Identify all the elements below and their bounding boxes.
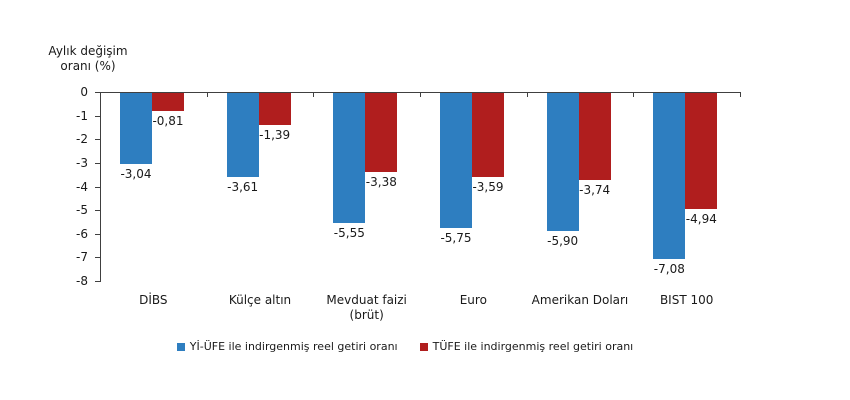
bar-series-tufe-6 bbox=[685, 92, 718, 209]
x-axis-tick bbox=[740, 93, 741, 97]
bar-series-tufe-1 bbox=[152, 92, 184, 112]
y-axis-tick-label: -6 bbox=[76, 226, 88, 241]
legend: Yİ-ÜFE ile indirgenmiş reel getiri oranı… bbox=[0, 340, 810, 354]
legend-item-yiufe: Yİ-ÜFE ile indirgenmiş reel getiri oranı bbox=[176, 340, 398, 354]
y-axis-tick-label: -4 bbox=[76, 179, 88, 194]
bar-value-label: -5,55 bbox=[333, 226, 365, 241]
bar-value-label: -3,04 bbox=[120, 166, 152, 181]
y-axis-tick bbox=[95, 139, 100, 141]
y-axis-tick bbox=[95, 281, 100, 282]
legend-swatch-tufe-icon bbox=[419, 343, 428, 351]
x-axis-tick bbox=[206, 93, 208, 97]
bar-series-tufe-2 bbox=[258, 92, 291, 125]
y-axis-tick-label: -1 bbox=[76, 108, 88, 123]
bar-value-label: -5,90 bbox=[547, 234, 579, 249]
y-axis-title: Aylık değişim oranı (%) bbox=[48, 44, 128, 73]
legend-swatch-yiufe-icon bbox=[176, 343, 185, 351]
bar-value-label: -1,39 bbox=[259, 127, 291, 142]
bar-value-label: -4,94 bbox=[685, 211, 717, 226]
plot-area: 0 -1 -2 -3 -4 -5 -6 -7 -8 -3,04 -0,81 DİBS -3,61 -1,3… bbox=[76, 85, 741, 322]
bar-value-label: -0,81 bbox=[152, 114, 184, 129]
y-axis-tick-label: -8 bbox=[76, 274, 88, 288]
y-axis-tick bbox=[95, 162, 100, 164]
bar-value-label: -3,59 bbox=[472, 179, 504, 194]
x-axis-tick bbox=[526, 93, 528, 97]
bar-series-tufe-3 bbox=[365, 92, 398, 172]
bar-value-label: -3,61 bbox=[227, 180, 259, 195]
bar-value-label: -7,08 bbox=[653, 262, 685, 277]
x-axis-line bbox=[100, 92, 741, 93]
y-axis-tick bbox=[95, 92, 100, 93]
bar-series-yiufe-6 bbox=[653, 92, 686, 260]
y-axis-tick bbox=[95, 233, 100, 235]
category-label-1: DİBS bbox=[139, 293, 168, 307]
category-label-6: BIST 100 bbox=[659, 293, 714, 307]
legend-label-tufe: TÜFE ile indirgenmiş reel getiri oranı bbox=[432, 340, 634, 353]
x-axis-tick bbox=[313, 93, 315, 97]
x-axis-tick bbox=[633, 93, 635, 97]
y-axis-tick-label: -2 bbox=[76, 132, 88, 147]
legend-label-yiufe: Yİ-ÜFE ile indirgenmiş reel getiri oranı bbox=[189, 340, 398, 353]
y-axis-tick bbox=[95, 257, 100, 259]
category-label-4: Euro bbox=[459, 293, 487, 307]
bar-series-yiufe-4 bbox=[440, 92, 472, 228]
y-axis-tick bbox=[95, 115, 100, 117]
bar-series-yiufe-1 bbox=[120, 92, 152, 164]
bar-value-label: -3,38 bbox=[365, 174, 397, 189]
category-label-5: Amerikan Doları bbox=[531, 293, 629, 307]
y-axis-line bbox=[100, 92, 101, 282]
y-axis-tick-label: -7 bbox=[76, 250, 88, 265]
bar-series-yiufe-2 bbox=[226, 92, 259, 178]
legend-item-tufe: TÜFE ile indirgenmiş reel getiri oranı bbox=[419, 340, 634, 354]
x-axis-tick bbox=[420, 93, 421, 97]
bar-series-tufe-4 bbox=[472, 92, 504, 177]
bar-value-label: -3,74 bbox=[579, 183, 611, 198]
bar-series-yiufe-3 bbox=[333, 92, 366, 224]
category-label-2: Külçe altın bbox=[228, 293, 292, 307]
y-axis-tick bbox=[95, 210, 100, 212]
bar-value-label: -5,75 bbox=[440, 230, 472, 245]
y-axis-tick-label: -3 bbox=[76, 155, 88, 170]
y-axis-tick-label: -5 bbox=[76, 203, 88, 218]
bar-series-tufe-5 bbox=[578, 92, 611, 181]
bar-series-yiufe-5 bbox=[546, 92, 579, 232]
category-label-3: Mevduat faizi (brüt) bbox=[326, 293, 407, 322]
y-axis-tick bbox=[95, 186, 100, 188]
y-axis-tick-label: 0 bbox=[80, 85, 88, 99]
